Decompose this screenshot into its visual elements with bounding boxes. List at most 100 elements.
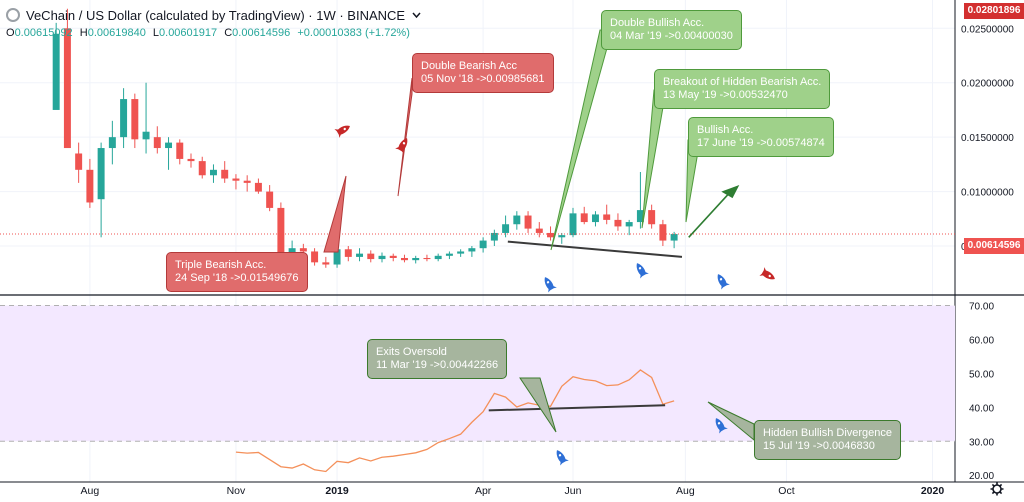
time-axis: Aug Nov 2019 Apr Jun Aug Oct 2020: [81, 485, 945, 497]
rocket-icon: [636, 263, 649, 279]
annotation-detail: 24 Sep '18 ->0.01549676: [175, 272, 299, 284]
candle-body: [288, 248, 296, 255]
rsi-tick-label: 20.00: [969, 471, 994, 482]
annotation-detail: 05 Nov '18 ->0.00985681: [421, 73, 545, 85]
chart-header: VeChain / US Dollar (calculated by Tradi…: [6, 8, 421, 23]
candle-body: [108, 137, 116, 149]
rocket-icon: [556, 450, 569, 466]
price-tick-label: 0.01000000: [961, 188, 1014, 199]
candle-body: [502, 224, 510, 233]
candle-body: [648, 210, 656, 225]
annotation-title: Exits Oversold: [376, 346, 447, 358]
rsi-line: [235, 369, 675, 473]
annotation-triple-bearish[interactable]: Triple Bearish Acc. 24 Sep '18 ->0.01549…: [166, 252, 308, 292]
rsi-tick-label: 40.00: [969, 403, 994, 414]
candle-body: [75, 153, 83, 170]
candle-body: [97, 148, 105, 200]
annotation-title: Double Bearish Acc: [421, 60, 517, 72]
candle-body: [209, 169, 217, 176]
time-tick-label: 2020: [921, 485, 945, 497]
candle-body: [400, 257, 408, 261]
low-label: L: [152, 27, 160, 39]
candle-body: [266, 191, 274, 208]
candle-body: [659, 224, 667, 241]
candles: [0, 8, 955, 268]
time-tick-label: 2019: [325, 485, 349, 497]
time-tick-label: Jun: [565, 485, 582, 497]
candle-body: [569, 213, 577, 236]
rocket-icon: [544, 277, 557, 293]
candle-body: [198, 161, 206, 176]
callout-pointer: [641, 89, 667, 229]
annotation-exits-oversold[interactable]: Exits Oversold 11 Mar '19 ->0.00442266: [367, 339, 508, 379]
candle-body: [479, 240, 487, 249]
candle-body: [524, 215, 532, 229]
rocket-icon: [395, 138, 408, 154]
open-value: 0.00615092: [14, 27, 73, 39]
candle-body: [670, 234, 678, 241]
rocket-icon: [715, 418, 728, 434]
annotation-title: Triple Bearish Acc.: [175, 259, 267, 271]
current-price-tag: 0.00614596: [964, 238, 1024, 254]
price-tick-label: 0.02500000: [961, 24, 1014, 35]
rsi-tick-label: 50.00: [969, 369, 994, 380]
annotation-detail: 13 May '19 ->0.00532470: [663, 89, 788, 101]
candle-body: [603, 214, 611, 220]
top-price-tag: 0.02801896: [964, 3, 1024, 19]
projection-arrow-head: [721, 185, 740, 199]
candle-body: [591, 214, 599, 223]
annotation-title: Bullish Acc.: [697, 124, 754, 136]
candle-body: [367, 253, 375, 260]
candle-body: [131, 99, 139, 140]
high-label: H: [79, 27, 88, 39]
trend-lines: [323, 29, 755, 442]
candle-body: [232, 178, 240, 181]
candle-body: [176, 142, 184, 159]
time-tick-label: Apr: [475, 485, 492, 497]
annotation-detail: 04 Mar '19 ->0.00400030: [610, 30, 733, 42]
candle-body: [120, 99, 128, 138]
candle-body: [389, 255, 397, 258]
ohlc-readout: O0.00615092 H0.00619840 L0.00601917 C0.0…: [6, 27, 414, 39]
candle-body: [322, 262, 330, 265]
candle-body: [254, 182, 262, 192]
rsi-series-line: [235, 369, 675, 473]
divergence-line: [488, 404, 666, 412]
candle-body: [468, 248, 476, 252]
annotation-hidden-divergence[interactable]: Hidden Bullish Divergence 15 Jul '19 ->0…: [754, 420, 902, 460]
annotation-detail: 11 Mar '19 ->0.00442266: [376, 359, 499, 371]
projection-arrow-line: [688, 187, 735, 238]
close-value: 0.00614596: [232, 27, 291, 39]
price-tick-label: 0.01500000: [961, 133, 1014, 144]
candle-body: [243, 180, 251, 183]
candle-body: [457, 251, 465, 254]
annotation-detail: 15 Jul '19 ->0.0046830: [763, 440, 875, 452]
annotation-bullish-acc[interactable]: Bullish Acc. 17 June '19 ->0.00574874: [688, 117, 834, 157]
candle-body: [356, 253, 364, 257]
rsi-tick-label: 60.00: [969, 335, 994, 346]
open-label: O: [6, 27, 15, 39]
candle-body: [636, 210, 644, 223]
callout-pointer: [519, 377, 557, 433]
icons: [334, 125, 775, 466]
time-tick-label: Aug: [676, 485, 695, 497]
chevron-down-icon[interactable]: [412, 12, 421, 19]
candle-body: [490, 232, 498, 241]
annotation-detail: 17 June '19 ->0.00574874: [697, 137, 825, 149]
low-value: 0.00601917: [159, 27, 218, 39]
candle-body: [63, 28, 71, 149]
annotation-breakout-hidden[interactable]: Breakout of Hidden Bearish Acc. 13 May '…: [654, 69, 831, 109]
annotation-double-bullish[interactable]: Double Bullish Acc. 04 Mar '19 ->0.00400…: [601, 10, 742, 50]
settings-icon[interactable]: [990, 482, 1004, 496]
candle-body: [513, 215, 521, 225]
price-tick-label: 0.02000000: [961, 79, 1014, 90]
candle-body: [52, 33, 60, 110]
time-tick-label: Aug: [81, 485, 100, 497]
close-label: C: [224, 27, 233, 39]
rsi-tick-label: 70.00: [969, 301, 994, 312]
gear-icon[interactable]: [6, 8, 20, 22]
high-value: 0.00619840: [87, 27, 146, 39]
price-trend-line: [507, 240, 683, 258]
candle-body: [153, 137, 161, 149]
annotation-double-bearish[interactable]: Double Bearish Acc 05 Nov '18 ->0.009856…: [412, 53, 554, 93]
